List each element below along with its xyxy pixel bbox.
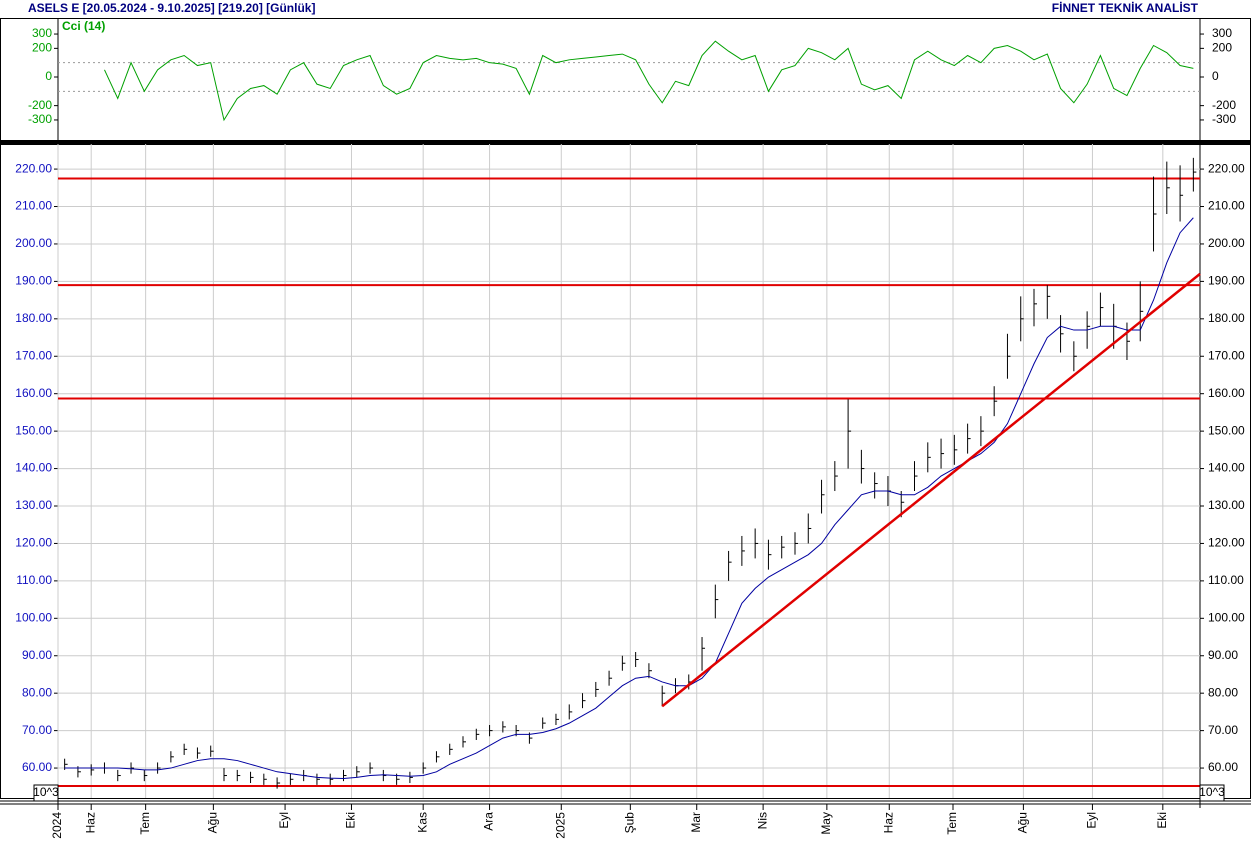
unit-label: 10^3 [33,785,59,799]
moving-average [64,217,1194,780]
y-tick-label: 220.00 [15,161,52,175]
x-tick-label: 2025 [553,812,567,839]
unit-label: 10^3 [1199,785,1225,799]
y-tick-label: 160.00 [1208,386,1245,400]
y-tick-label: 200 [32,41,52,55]
y-tick-label: 180.00 [15,311,52,325]
y-tick-label: 170.00 [1208,348,1245,362]
x-tick-label: Eyl [1085,812,1099,829]
y-tick-label: 130.00 [1208,498,1245,512]
y-tick-label: -300 [28,112,52,126]
y-tick-label: -300 [1212,112,1236,126]
y-tick-label: 80.00 [22,685,52,699]
x-tick-label: Şub [622,812,636,834]
y-tick-label: 200.00 [15,236,52,250]
separator [0,141,1251,144]
y-tick-label: 210.00 [15,199,52,213]
y-tick-label: 150.00 [1208,423,1245,437]
y-tick-label: 90.00 [1208,648,1238,662]
y-tick-label: 110.00 [16,573,52,587]
y-tick-label: 300 [32,26,52,40]
x-tick-label: Tem [945,812,959,835]
x-tick-label: Eyl [277,812,291,829]
y-tick-label: 120.00 [15,536,52,550]
y-tick-label: 80.00 [1208,685,1238,699]
trendline [661,272,1201,708]
y-tick-label: 70.00 [22,723,52,737]
y-tick-label: 190.00 [1208,274,1245,288]
y-tick-label: 170.00 [15,348,52,362]
y-tick-label: 140.00 [1208,461,1245,475]
x-tick-label: Eki [344,812,358,829]
x-tick-label: Ağu [206,812,220,833]
y-tick-label: 130.00 [15,498,52,512]
header-right: FİNNET TEKNİK ANALİST [1052,0,1199,15]
x-tick-label: Nis [755,812,769,829]
y-tick-label: 100.00 [1208,610,1245,624]
y-tick-label: 120.00 [1208,536,1245,550]
y-tick-label: -200 [1212,98,1236,112]
y-tick-label: 200.00 [1208,236,1245,250]
header-left: ASELS E [20.05.2024 - 9.10.2025] [219.20… [28,1,315,15]
y-tick-label: 110.00 [1208,573,1244,587]
y-tick-label: 90.00 [22,648,52,662]
y-tick-label: 200 [1212,41,1232,55]
x-tick-label: Ağu [1016,812,1030,833]
x-tick-label: Ara [482,812,496,831]
x-tick-label: Mar [689,812,703,833]
x-tick-label: Kas [415,812,429,833]
y-tick-label: 140.00 [15,461,52,475]
y-tick-label: 180.00 [1208,311,1245,325]
y-tick-label: 160.00 [15,386,52,400]
y-tick-label: 0 [1212,69,1219,83]
y-tick-label: 0 [45,69,52,83]
y-tick-label: 150.00 [15,423,52,437]
unit-box [1199,784,1225,802]
x-tick-label: May [819,812,833,835]
x-tick-label: Haz [83,812,97,833]
x-tick-label: Haz [881,812,895,833]
y-tick-label: -200 [28,98,52,112]
y-tick-label: 60.00 [22,760,52,774]
y-tick-label: 210.00 [1208,199,1245,213]
unit-box [33,784,59,802]
x-tick-label: 2024 [50,812,64,839]
y-tick-label: 100.00 [15,610,52,624]
y-tick-label: 70.00 [1208,723,1238,737]
cci-line [104,40,1194,122]
y-tick-label: 220.00 [1208,161,1245,175]
x-tick-label: Tem [138,812,152,835]
x-tick-label: Eki [1155,812,1169,829]
y-tick-label: 190.00 [15,274,52,288]
y-tick-label: 60.00 [1208,760,1238,774]
cci-title: Cci (14) [62,19,105,33]
y-tick-label: 300 [1212,26,1232,40]
